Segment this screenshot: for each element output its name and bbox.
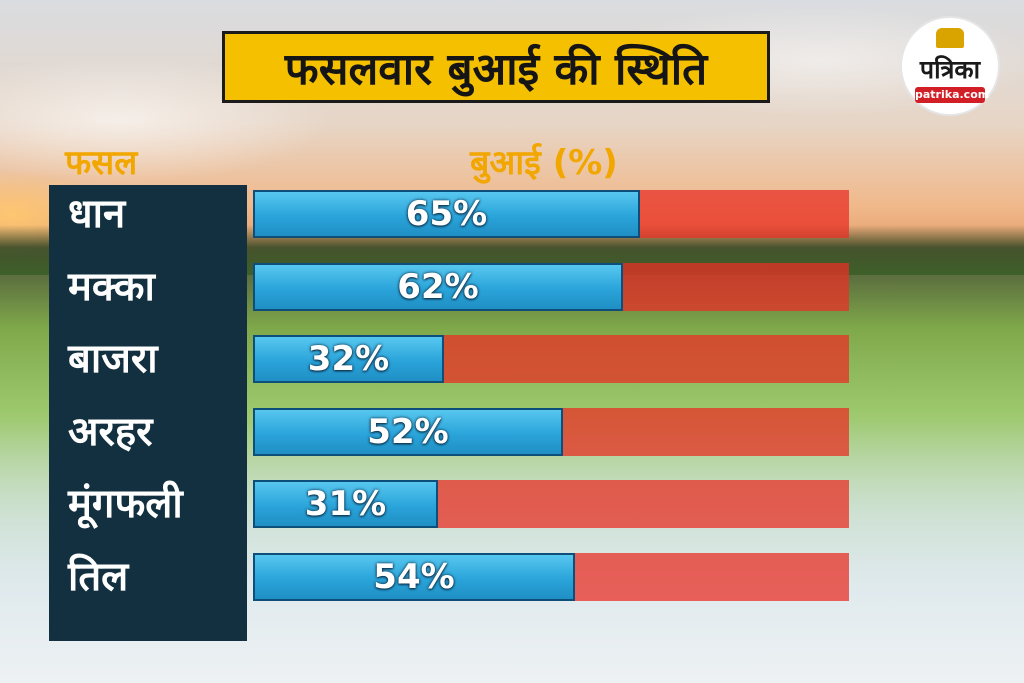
bar-sown bbox=[253, 190, 640, 238]
crop-label: तिल bbox=[68, 554, 129, 600]
patrika-logo: पत्रिका patrika.com bbox=[902, 18, 998, 114]
chart-title: फसलवार बुआई की स्थिति bbox=[284, 44, 708, 95]
crop-column-header: फसल bbox=[65, 143, 138, 183]
bar-sown bbox=[253, 553, 575, 601]
crop-label: मूंगफली bbox=[68, 481, 183, 527]
title-banner: फसलवार बुआई की स्थिति bbox=[222, 31, 770, 103]
crop-label: धान bbox=[68, 191, 126, 237]
crop-label: अरहर bbox=[68, 409, 153, 455]
bar-sown bbox=[253, 335, 444, 383]
sowing-column-header: बुआई (%) bbox=[470, 143, 618, 183]
bar-value-label: 32% bbox=[307, 339, 390, 379]
bar-sown bbox=[253, 408, 563, 456]
bar-value-label: 52% bbox=[367, 412, 449, 452]
logo-site: patrika.com bbox=[915, 87, 990, 103]
crop-label: मक्का bbox=[68, 264, 155, 310]
bar-value-label: 31% bbox=[304, 484, 387, 524]
bar-sown bbox=[253, 480, 438, 528]
bar-sown bbox=[253, 263, 623, 311]
lion-emblem-icon bbox=[936, 28, 964, 48]
logo-name: पत्रिका bbox=[919, 55, 981, 84]
bar-value-label: 62% bbox=[397, 267, 479, 307]
crop-label-panel bbox=[49, 185, 247, 641]
bar-value-label: 54% bbox=[373, 557, 455, 597]
crop-label: बाजरा bbox=[68, 336, 158, 382]
bar-value-label: 65% bbox=[405, 194, 488, 234]
